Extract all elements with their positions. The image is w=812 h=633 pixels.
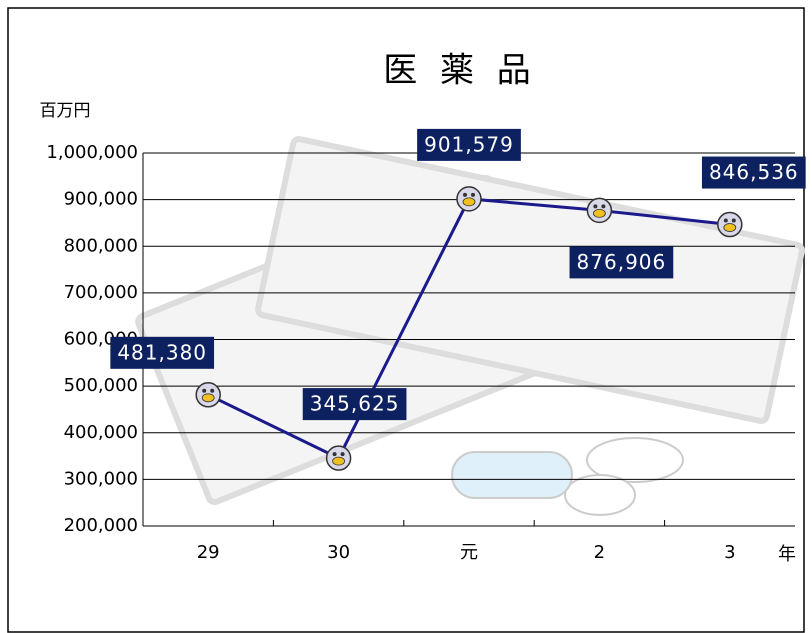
x-tick-label: 3: [724, 542, 735, 563]
value-label: 901,579: [424, 132, 514, 156]
marker-face: [463, 198, 475, 206]
marker: [196, 383, 220, 407]
y-tick-label: 700,000: [64, 282, 138, 303]
value-label: 345,625: [310, 392, 400, 416]
y-tick-label: 200,000: [64, 515, 138, 536]
marker-face: [593, 209, 605, 217]
marker-eye: [463, 193, 467, 197]
y-tick-label: 400,000: [64, 422, 138, 443]
y-unit: 百万円: [40, 101, 91, 121]
page: {"chart_data": {"type": "line", "title":…: [0, 0, 812, 633]
y-tick-label: 500,000: [64, 375, 138, 396]
marker-eye: [601, 204, 605, 208]
x-tick-label: 29: [197, 542, 220, 563]
chart: 医 薬 品 百万円 年 200,000 300,000 400,000 500,000…: [0, 0, 812, 633]
marker-eye: [471, 193, 475, 197]
marker-face: [724, 224, 736, 232]
marker-eye: [333, 452, 337, 456]
value-label: 846,536: [709, 160, 799, 184]
marker-face: [333, 457, 345, 465]
y-tick-label: 800,000: [64, 235, 138, 256]
y-tick-label: 1,000,000: [46, 142, 138, 163]
marker: [457, 187, 481, 211]
x-unit: 年: [778, 544, 796, 565]
marker-face: [202, 394, 214, 402]
x-tick-label: 元: [460, 542, 478, 563]
x-tick-label: 30: [327, 542, 350, 563]
marker-eye: [732, 219, 736, 223]
y-tick-label: 300,000: [64, 468, 138, 489]
value-label: 481,380: [117, 340, 207, 364]
marker: [327, 446, 351, 470]
marker-eye: [724, 219, 728, 223]
x-tick-label: 2: [594, 542, 605, 563]
chart-title: 医 薬 品: [383, 51, 537, 91]
marker: [587, 198, 611, 222]
marker-eye: [202, 389, 206, 393]
value-label: 876,906: [577, 250, 667, 274]
marker: [718, 213, 742, 237]
marker-eye: [210, 389, 214, 393]
marker-eye: [593, 204, 597, 208]
marker-eye: [341, 452, 345, 456]
y-tick-label: 900,000: [64, 189, 138, 210]
